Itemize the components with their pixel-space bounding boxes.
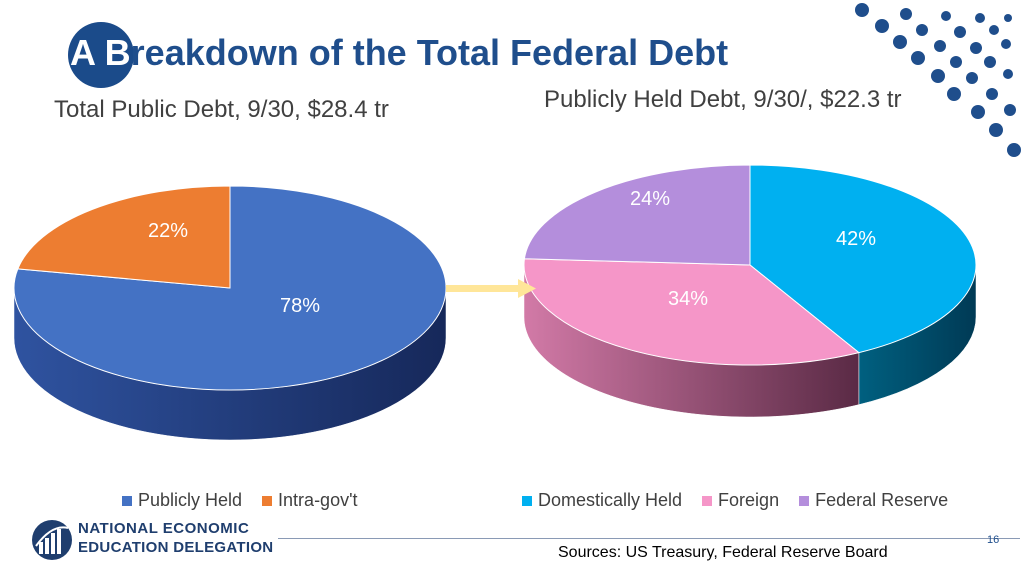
sources-note: Sources: US Treasury, Federal Reserve Bo…	[558, 544, 888, 561]
legend-swatch-domestically-held	[522, 495, 532, 506]
page-title: A Breakdown of the Total Federal Debt	[70, 32, 728, 74]
decorative-dots	[855, 3, 1021, 157]
legend-item-publicly-held: Publicly Held	[122, 490, 242, 511]
legend-item-federal-reserve: Federal Reserve	[799, 490, 948, 511]
data-label-federal-reserve: 24%	[630, 188, 670, 210]
data-label-domestically-held: 42%	[836, 228, 876, 250]
legend-swatch-foreign	[702, 495, 713, 506]
chart-title-publicly-held-debt: Publicly Held Debt, 9/30/, $22.3 tr	[544, 86, 902, 113]
legend-swatch-federal-reserve	[799, 495, 810, 506]
legend-item-intra-gov: Intra-gov't	[262, 490, 358, 511]
organization-logo: NATIONAL ECONOMIC EDUCATION DELEGATION	[30, 518, 274, 562]
pie-slice-federal-reserve	[523, 164, 751, 266]
title-badge	[68, 22, 134, 88]
pie-chart-2: 42% 34% 24%	[523, 164, 977, 418]
legend-label-intra-gov: Intra-gov't	[278, 490, 358, 510]
chart-title-total-public-debt: Total Public Debt, 9/30, $28.4 tr	[54, 96, 389, 123]
footer-divider	[278, 538, 1020, 539]
legend-label-domestically-held: Domestically Held	[538, 490, 683, 510]
arrow-connector-icon	[446, 279, 536, 298]
pie-chart-1: 78% 22%	[13, 185, 447, 441]
data-label-intra-gov-t: 22%	[148, 220, 188, 242]
logo-mark-icon	[32, 520, 72, 560]
pie-slice-domestically-held	[749, 164, 977, 354]
data-label-publicly-held: 78%	[280, 295, 320, 317]
title-area: A Breakdown of the Total Federal Debt	[0, 0, 1024, 90]
legend-label-foreign: Foreign	[718, 490, 780, 510]
title-rest: reakdown of the Total Federal Debt	[130, 32, 729, 73]
data-label-foreign: 34%	[668, 288, 708, 310]
legend-right: Domestically Held Foreign Federal Reserv…	[522, 490, 948, 511]
logo-line-2: EDUCATION DELEGATION	[78, 539, 274, 556]
legend-label-federal-reserve: Federal Reserve	[815, 490, 949, 510]
legend-left: Publicly Held Intra-gov't	[122, 490, 358, 511]
logo-line-1: NATIONAL ECONOMIC	[78, 520, 250, 537]
legend-label-publicly-held: Publicly Held	[138, 490, 243, 510]
legend-item-foreign: Foreign	[702, 490, 779, 511]
legend-item-domestically-held: Domestically Held	[522, 490, 682, 511]
title-prefix: A B	[70, 32, 131, 73]
pie-slice-intra-gov-t	[17, 185, 231, 289]
pie-charts: 78% 22% 42% 34% 24%	[13, 164, 977, 441]
legend-swatch-intra-gov	[262, 495, 273, 506]
page-number: 16	[987, 534, 1000, 546]
legend-swatch-publicly-held	[122, 495, 132, 506]
